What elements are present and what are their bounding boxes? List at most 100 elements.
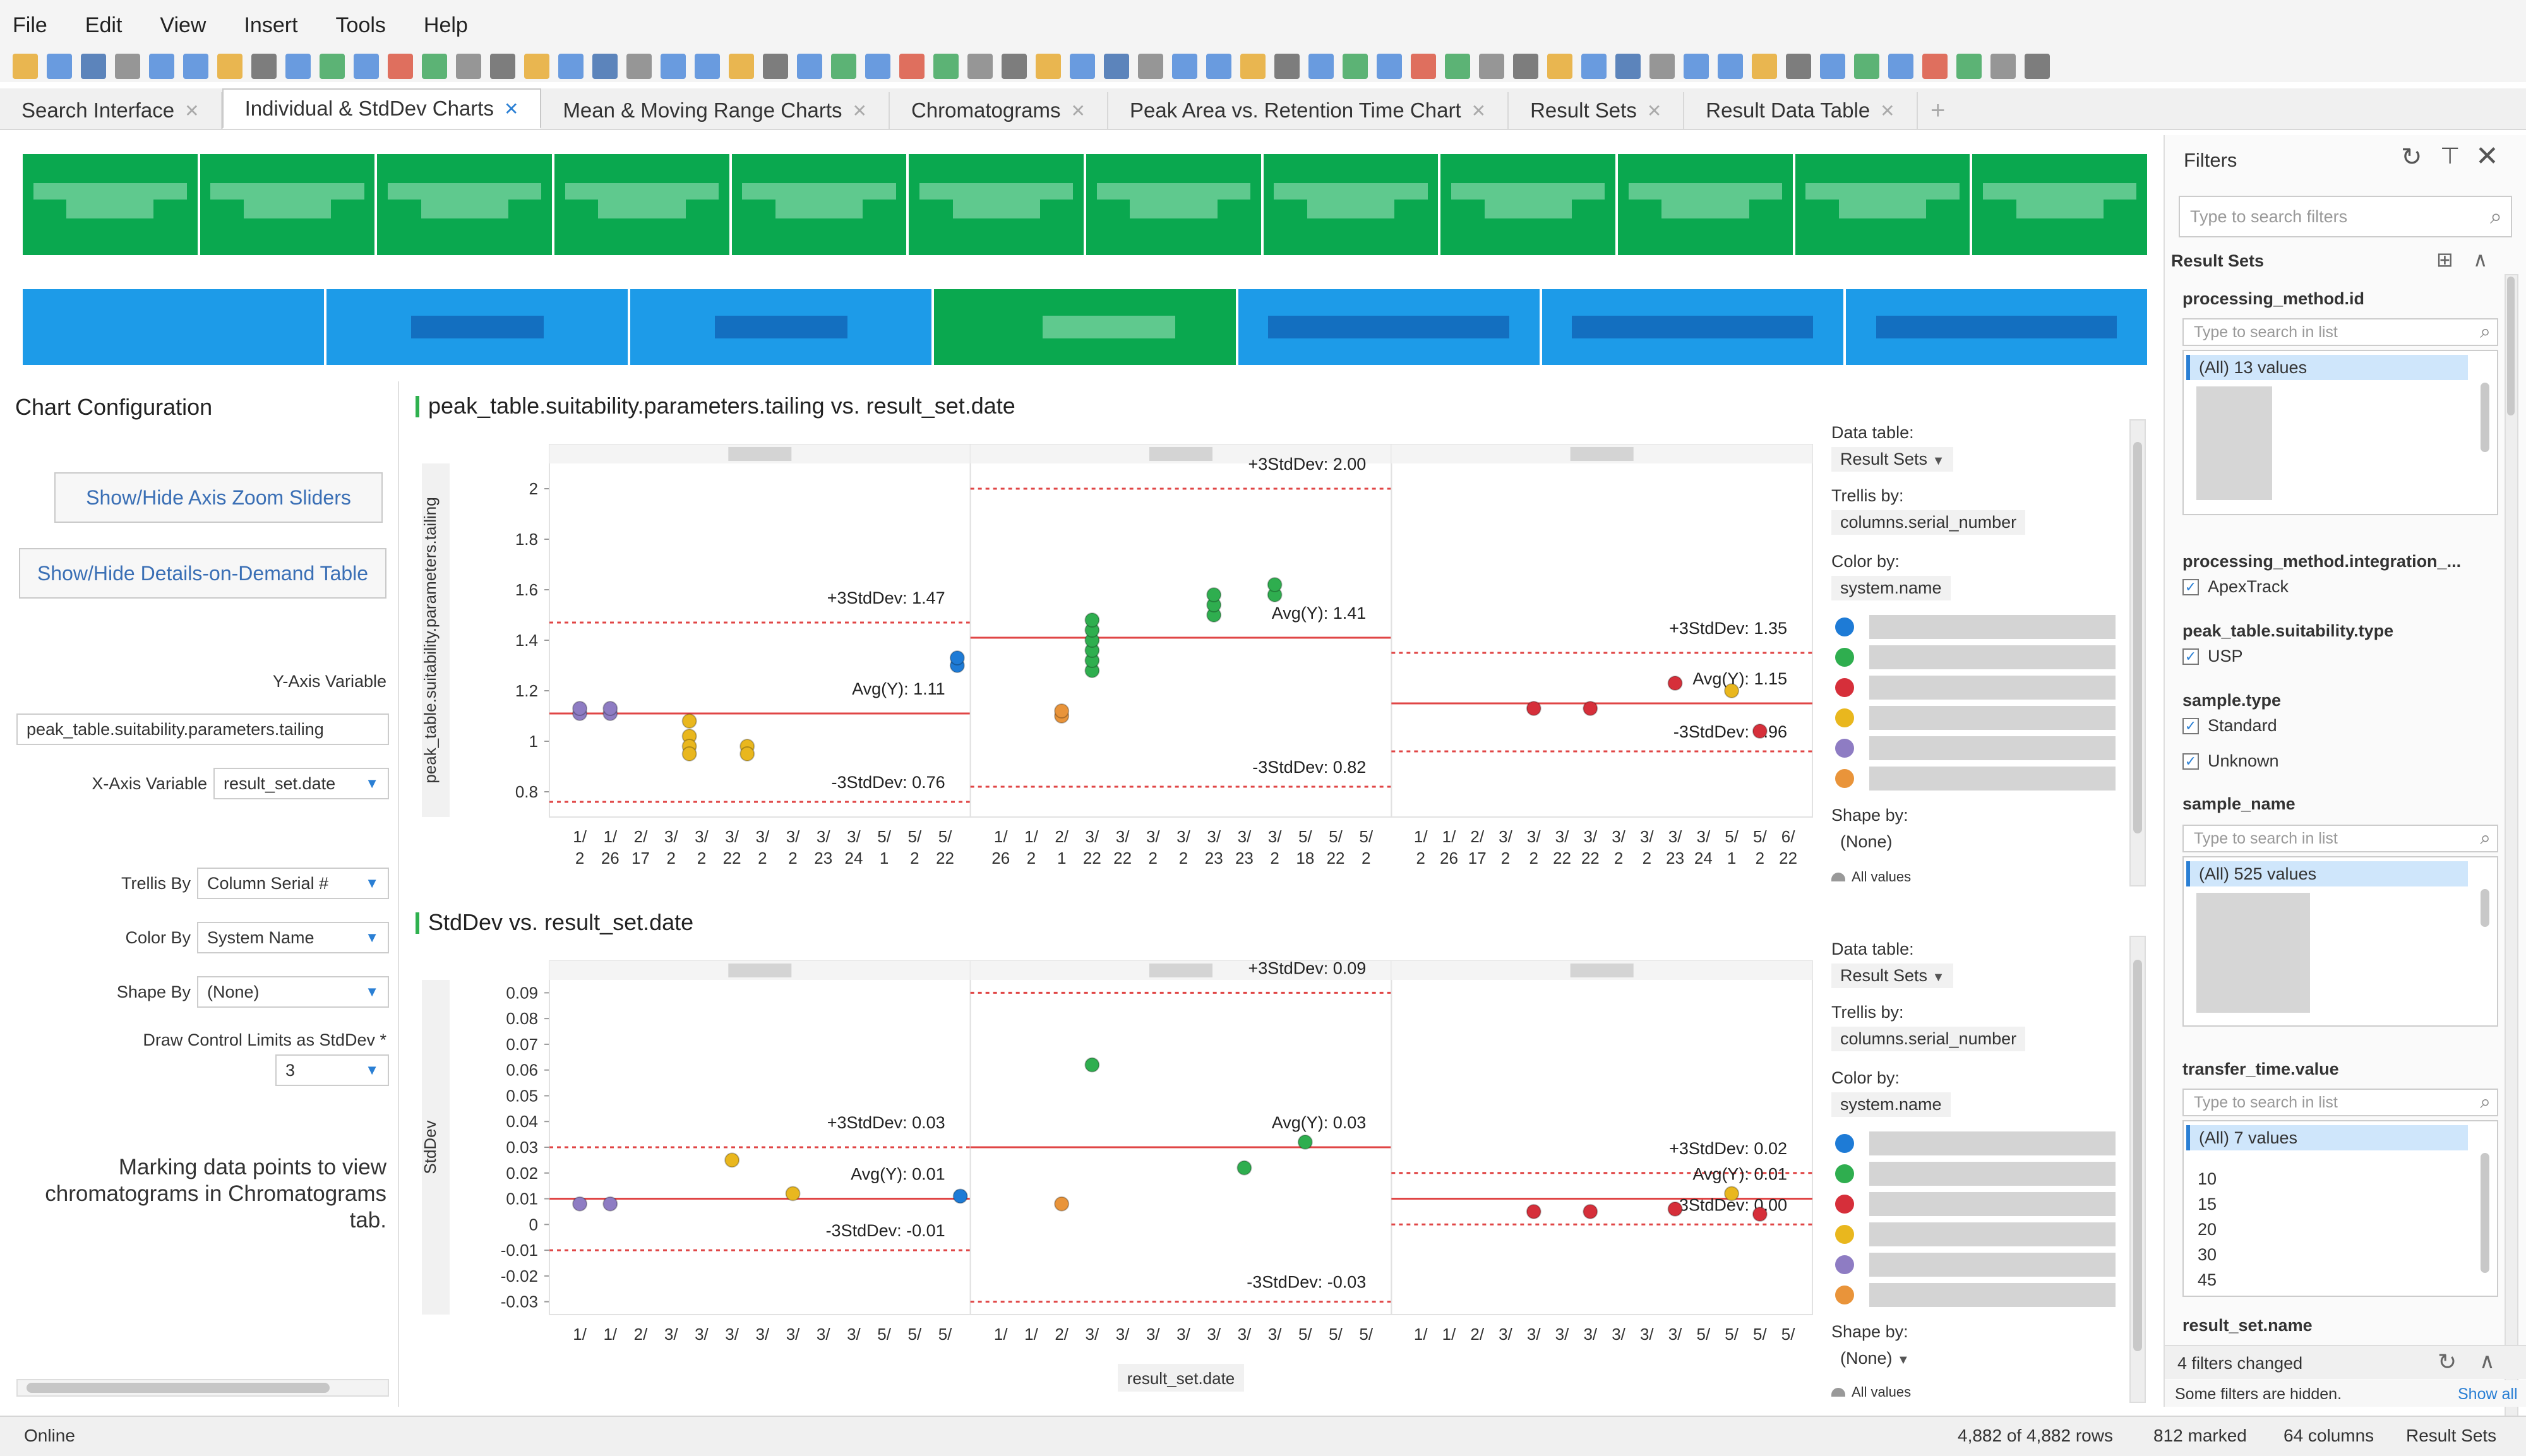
tab-chromatograms[interactable]: Chromatograms ✕ bbox=[890, 92, 1109, 129]
line-chart-icon[interactable] bbox=[320, 54, 345, 79]
map-icon[interactable] bbox=[1445, 54, 1470, 79]
gear-icon[interactable] bbox=[1990, 54, 2016, 79]
all-values-item[interactable]: (All) 13 values bbox=[2186, 355, 2468, 380]
menu-file[interactable]: File bbox=[13, 13, 47, 37]
data-point[interactable] bbox=[602, 701, 618, 716]
data-point[interactable] bbox=[602, 1196, 618, 1212]
data-point[interactable] bbox=[1526, 1203, 1541, 1219]
color-by-value[interactable]: system.name bbox=[1831, 576, 1951, 600]
filter-search-input[interactable]: Type to search filters ⌕ bbox=[2179, 196, 2512, 237]
green-segment[interactable] bbox=[909, 154, 1084, 255]
legend-entry-redacted[interactable] bbox=[1869, 706, 2116, 730]
pin-icon[interactable]: ⊤ bbox=[2440, 143, 2460, 169]
green-segment[interactable] bbox=[23, 154, 198, 255]
details-on-demand-button[interactable]: Show/Hide Details-on-Demand Table bbox=[19, 548, 386, 599]
individuals-chart[interactable]: peak_table.suitability.parameters.tailin… bbox=[410, 419, 1831, 899]
bookmark-icon[interactable] bbox=[1752, 54, 1777, 79]
legend-entry-redacted[interactable] bbox=[1869, 1253, 2116, 1277]
legend-color-swatch[interactable] bbox=[1835, 708, 1854, 727]
filter-icon[interactable] bbox=[695, 54, 720, 79]
data-point[interactable] bbox=[949, 650, 965, 665]
legend-color-swatch[interactable] bbox=[1835, 618, 1854, 636]
data-point[interactable] bbox=[1583, 1203, 1598, 1219]
y-axis-field[interactable]: peak_table.suitability.parameters.tailin… bbox=[16, 713, 389, 745]
line-chart-icon[interactable] bbox=[831, 54, 856, 79]
trellis-panel[interactable] bbox=[549, 960, 971, 1315]
group-options-icon[interactable]: ⊞ bbox=[2436, 248, 2453, 271]
data-point[interactable] bbox=[1084, 612, 1100, 628]
print-icon[interactable] bbox=[1104, 54, 1129, 79]
scrollbar-thumb[interactable] bbox=[27, 1383, 330, 1393]
color-by-value[interactable]: system.name bbox=[1831, 1092, 1951, 1117]
legend-color-swatch[interactable] bbox=[1835, 1195, 1854, 1214]
chart2-scroll-thumb[interactable] bbox=[2133, 960, 2142, 1351]
redo-icon[interactable] bbox=[149, 54, 174, 79]
tab-individual-stddev-charts[interactable]: Individual & StdDev Charts ✕ bbox=[222, 88, 542, 129]
green-segment[interactable] bbox=[1263, 154, 1439, 255]
shape-by-select[interactable]: (None) ▼ bbox=[1831, 1346, 1918, 1371]
undo-icon[interactable] bbox=[115, 54, 140, 79]
menu-tools[interactable]: Tools bbox=[335, 13, 386, 37]
list-search-input[interactable]: Type to search in list ⌕ bbox=[2182, 1089, 2498, 1116]
data-table-select[interactable]: Result Sets ▼ bbox=[1831, 964, 1954, 988]
filter-icon[interactable] bbox=[1718, 54, 1743, 79]
print-icon[interactable] bbox=[1615, 54, 1641, 79]
data-point[interactable] bbox=[1724, 1186, 1740, 1202]
data-point[interactable] bbox=[572, 1196, 588, 1212]
data-point[interactable] bbox=[681, 746, 697, 761]
line-chart-icon[interactable] bbox=[1343, 54, 1368, 79]
redo-icon[interactable] bbox=[661, 54, 686, 79]
menu-view[interactable]: View bbox=[160, 13, 207, 37]
filter-icon[interactable] bbox=[183, 54, 208, 79]
legend-color-swatch[interactable] bbox=[1835, 769, 1854, 788]
usp-checkbox[interactable]: ✓ USP bbox=[2182, 647, 2243, 666]
filter-icon[interactable] bbox=[1206, 54, 1231, 79]
status-marked[interactable]: 812 marked bbox=[2153, 1426, 2247, 1445]
trellis-panel[interactable] bbox=[549, 444, 971, 818]
legend-color-swatch[interactable] bbox=[1835, 1134, 1854, 1153]
transfer-value-item[interactable]: 15 bbox=[2198, 1195, 2217, 1214]
table-icon[interactable] bbox=[763, 54, 788, 79]
legend-entry-redacted[interactable] bbox=[1869, 1283, 2116, 1307]
bar-chart-icon[interactable] bbox=[285, 54, 311, 79]
legend-color-swatch[interactable] bbox=[1835, 1255, 1854, 1274]
open-icon[interactable] bbox=[1036, 54, 1061, 79]
blue-segment-selected[interactable] bbox=[934, 289, 1236, 365]
blue-segment[interactable] bbox=[1541, 289, 1843, 365]
undo-icon[interactable] bbox=[626, 54, 652, 79]
pie-icon[interactable] bbox=[1411, 54, 1436, 79]
legend-entry-redacted[interactable] bbox=[1869, 645, 2116, 669]
green-segment[interactable] bbox=[1972, 154, 2148, 255]
data-point[interactable] bbox=[1267, 577, 1283, 592]
shape-by-select[interactable]: (None) ▼ bbox=[197, 976, 389, 1008]
close-icon[interactable]: ✕ bbox=[2475, 141, 2499, 172]
close-icon[interactable]: ✕ bbox=[1880, 100, 1895, 121]
collapse-icon[interactable]: ∧ bbox=[2479, 1349, 2495, 1373]
stddev-chart[interactable]: StdDev 0.09 0.08 0.07 0.06 0.05 0.04 0.03 0.02 0.… bbox=[410, 936, 1831, 1403]
layout-icon[interactable] bbox=[1002, 54, 1027, 79]
gear-icon[interactable] bbox=[967, 54, 993, 79]
data-point[interactable] bbox=[739, 746, 755, 761]
filter-list[interactable]: (All) 525 values bbox=[2182, 856, 2498, 1027]
legend-entry-redacted[interactable] bbox=[1869, 676, 2116, 700]
filters-scroll-thumb[interactable] bbox=[2507, 277, 2515, 415]
data-point[interactable] bbox=[1667, 1201, 1683, 1217]
close-icon[interactable]: ✕ bbox=[184, 100, 200, 121]
tab-result-sets[interactable]: Result Sets ✕ bbox=[1509, 92, 1685, 129]
close-icon[interactable]: ✕ bbox=[1070, 100, 1086, 121]
data-point[interactable] bbox=[1236, 1160, 1252, 1176]
list-scroll-thumb[interactable] bbox=[2481, 383, 2489, 452]
green-segment[interactable] bbox=[554, 154, 729, 255]
trellis-panel[interactable] bbox=[969, 960, 1392, 1315]
scatter-icon[interactable] bbox=[354, 54, 379, 79]
chart1-scroll-thumb[interactable] bbox=[2133, 442, 2142, 833]
tab-result-data-table[interactable]: Result Data Table ✕ bbox=[1684, 92, 1918, 129]
trellis-by-select[interactable]: Column Serial # ▼ bbox=[197, 868, 389, 899]
menu-help[interactable]: Help bbox=[423, 13, 468, 37]
data-point[interactable] bbox=[1297, 1134, 1313, 1150]
map-icon[interactable] bbox=[1956, 54, 1982, 79]
redo-icon[interactable] bbox=[1684, 54, 1709, 79]
legend-color-swatch[interactable] bbox=[1835, 1225, 1854, 1244]
status-table[interactable]: Result Sets bbox=[2406, 1426, 2497, 1445]
open-icon[interactable] bbox=[1547, 54, 1572, 79]
